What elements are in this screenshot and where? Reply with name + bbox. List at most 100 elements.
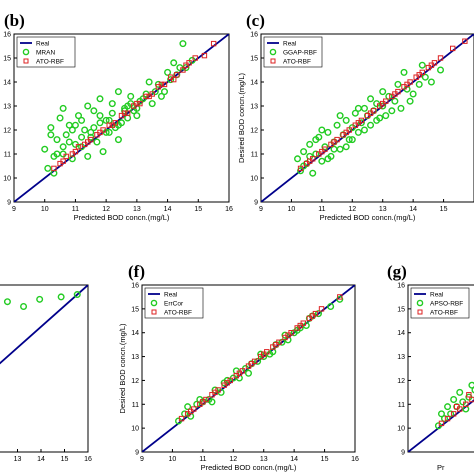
x-tick-label: 12 [102, 206, 110, 213]
point-circle [318, 157, 326, 165]
x-tick-label: 14 [37, 456, 45, 463]
point-circle [211, 386, 219, 394]
point-circle [105, 128, 113, 136]
panel-label: (f) [128, 262, 145, 281]
point-circle [348, 136, 356, 144]
point-circle [342, 116, 350, 124]
y-tick-label: 16 [131, 283, 139, 290]
point-circle [179, 40, 187, 48]
x-tick-label: 10 [169, 456, 177, 463]
legend: Real MRAN ATO-RBF [16, 36, 76, 68]
point-circle [450, 396, 458, 404]
y-tick-label: 14 [397, 330, 405, 337]
point-circle [160, 88, 168, 96]
legend-label: Real [164, 292, 178, 299]
point-circle [382, 112, 390, 120]
point-circle [78, 133, 86, 141]
x-tick-label: 11 [199, 456, 206, 463]
point-square [178, 415, 185, 422]
point-square [75, 144, 82, 150]
x-axis-label: Pr [437, 463, 445, 472]
point-circle [3, 298, 11, 306]
point-circle [87, 128, 95, 136]
point-square [306, 158, 313, 164]
point-square [210, 40, 217, 47]
point-circle [306, 140, 314, 148]
point-square [224, 380, 230, 386]
x-axis-label: Predicted BOD concn.(mg/L) [320, 213, 416, 222]
point-circle [367, 95, 375, 103]
y-tick-label: 11 [132, 402, 139, 409]
point-circle [74, 112, 82, 120]
point-circle [133, 112, 141, 120]
y-tick-label: 16 [3, 32, 11, 39]
point-circle [447, 410, 455, 418]
point-circle [373, 116, 381, 124]
point-square [121, 110, 128, 116]
point-square [248, 361, 255, 367]
point-square [158, 81, 165, 88]
y-tick-label: 16 [250, 32, 258, 39]
point-circle [418, 61, 426, 69]
point-circle [47, 131, 55, 139]
point-square [146, 93, 152, 100]
x-tick-label: 14 [164, 206, 172, 213]
y-tick-label: 13 [250, 104, 258, 111]
point-circle [294, 155, 302, 163]
point-circle [254, 357, 262, 365]
point-square [437, 55, 444, 61]
panel-label: (c) [246, 11, 265, 30]
point-square [60, 158, 66, 164]
point-circle [68, 126, 76, 134]
legend-marker-square [151, 309, 157, 315]
point-circle [336, 295, 344, 303]
point-circle [456, 388, 464, 396]
point-square [297, 322, 303, 329]
point-circle [318, 126, 326, 134]
point-circle [321, 143, 329, 151]
point-square [261, 351, 267, 357]
legend-label: ATO-RBF [283, 59, 311, 66]
y-tick-label: 15 [397, 306, 405, 313]
point-circle [193, 400, 201, 408]
point-square [453, 403, 460, 410]
y-tick-label: 14 [3, 80, 11, 87]
point-circle [388, 107, 396, 115]
point-square [97, 129, 103, 136]
y-tick-label: 9 [135, 450, 139, 457]
y-tick-label: 14 [131, 330, 139, 337]
plot-data [142, 285, 355, 452]
legend-marker-square [270, 58, 276, 64]
point-circle [114, 88, 122, 96]
point-circle [184, 403, 192, 411]
point-square [469, 396, 474, 403]
legend-label: Real [430, 292, 444, 299]
point-circle [300, 148, 308, 156]
point-square [392, 91, 398, 97]
y-tick-label: 10 [250, 176, 258, 183]
x-tick-label: 10 [41, 206, 49, 213]
x-tick-label: 13 [14, 456, 22, 463]
y-axis-label: Desired BOD concn.(mg/L) [118, 323, 127, 414]
y-tick-label: 15 [3, 56, 11, 63]
legend-label: Real [36, 41, 50, 48]
legend-marker-square [417, 309, 423, 315]
legend: Real GGAP-RBF ATO-RBF [263, 36, 323, 68]
point-square [463, 401, 469, 407]
point-circle [357, 119, 365, 127]
point-circle [41, 145, 49, 153]
plot-data [14, 34, 229, 202]
x-tick-label: 11 [72, 206, 79, 213]
point-circle [391, 97, 399, 105]
y-tick-label: 14 [250, 80, 258, 87]
x-tick-label: 16 [84, 456, 92, 463]
point-circle [108, 100, 116, 108]
point-circle [324, 128, 332, 136]
point-square [273, 341, 279, 348]
point-circle [354, 104, 362, 112]
x-tick-label: 9 [140, 456, 144, 463]
point-circle [96, 112, 104, 120]
point-square [72, 148, 79, 155]
point-circle [208, 398, 216, 406]
point-circle [87, 133, 95, 141]
